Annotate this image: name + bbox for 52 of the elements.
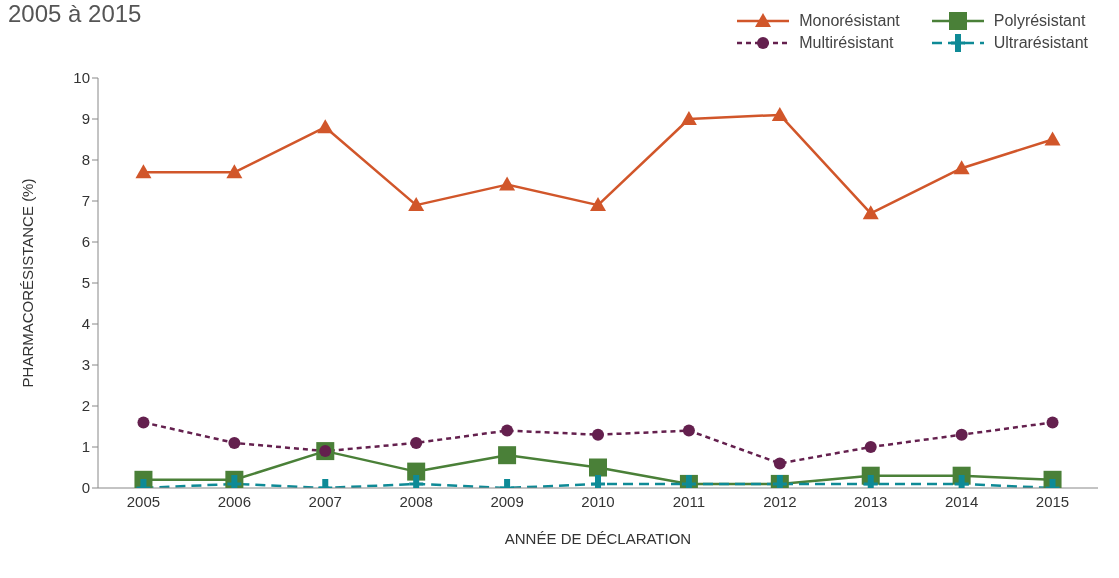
- x-tick-label: 2013: [854, 492, 888, 510]
- point: [680, 111, 697, 125]
- x-tick-label: 2010: [581, 492, 615, 510]
- x-tick-label: 2014: [944, 492, 979, 510]
- legend-label: Multirésistant: [799, 34, 894, 52]
- y-tick-label: 6: [81, 233, 90, 251]
- point: [1044, 131, 1061, 146]
- point: [226, 164, 243, 179]
- y-tick-label: 4: [81, 315, 90, 333]
- y-tick-label: 3: [81, 356, 90, 374]
- point: [771, 106, 788, 121]
- x-tick-label: 2008: [399, 492, 433, 510]
- point: [408, 197, 425, 212]
- y-tick-label: 8: [81, 151, 90, 169]
- point: [590, 197, 606, 212]
- point: [410, 436, 423, 449]
- x-tick-label: 2006: [217, 492, 252, 510]
- x-tick-label: 2009: [490, 492, 524, 510]
- y-axis-title: PHARMACORÉSISTANCE (%): [19, 178, 37, 388]
- point: [317, 119, 334, 134]
- x-tick-label: 2012: [763, 492, 797, 510]
- legend-label: Polyrésistant: [993, 12, 1086, 30]
- y-tick-label: 0: [81, 479, 90, 497]
- x-axis-title: ANNÉE DE DÉCLARATION: [504, 530, 692, 547]
- point: [499, 176, 516, 191]
- y-tick-label: 2: [81, 397, 90, 415]
- y-tick-label: 7: [81, 192, 90, 210]
- chart-title: 2005 à 2015: [8, 0, 142, 28]
- point: [955, 428, 968, 441]
- y-tick-label: 5: [81, 274, 90, 292]
- x-tick-label: 2007: [308, 492, 342, 510]
- point: [1046, 416, 1059, 429]
- point: [953, 160, 970, 175]
- point: [589, 458, 607, 477]
- point: [135, 164, 152, 179]
- point: [501, 424, 514, 437]
- y-tick-label: 1: [81, 438, 90, 456]
- x-tick-label: 2005: [126, 492, 161, 510]
- legend-label: Ultrarésistant: [993, 34, 1088, 52]
- x-tick-label: 2015: [1035, 492, 1070, 510]
- legend-label: Monorésistant: [799, 12, 900, 30]
- point: [862, 205, 879, 220]
- point: [137, 416, 150, 429]
- point: [592, 428, 604, 441]
- point: [682, 424, 695, 437]
- point: [228, 436, 241, 449]
- x-tick-label: 2011: [672, 492, 706, 510]
- y-tick-label: 9: [81, 110, 90, 128]
- y-tick-label: 10: [73, 69, 90, 87]
- point: [864, 441, 877, 453]
- point: [498, 446, 517, 465]
- point: [773, 457, 786, 470]
